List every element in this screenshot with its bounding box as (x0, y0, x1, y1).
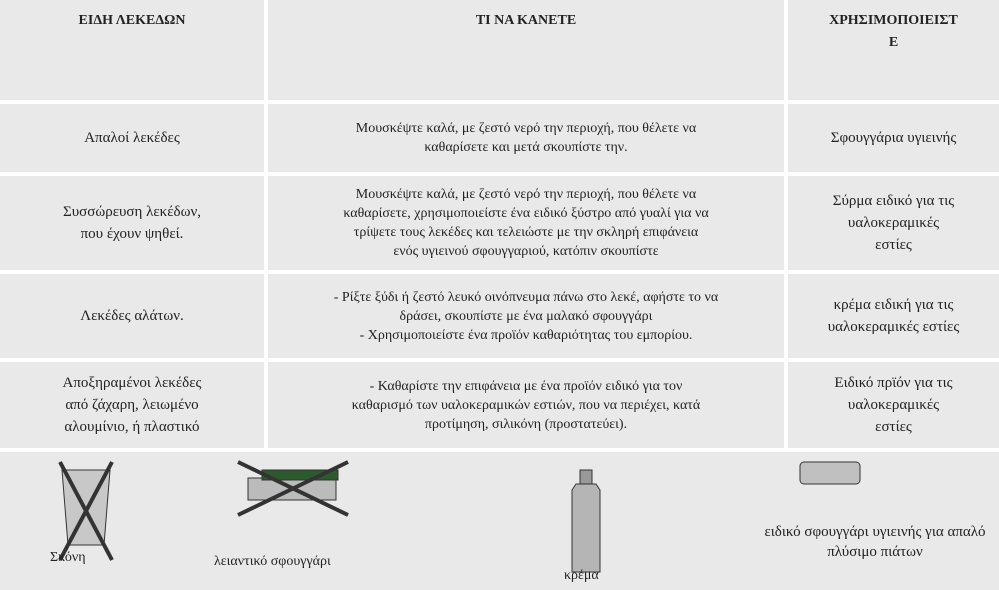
table-cell: Λεκέδες αλάτων. (0, 274, 264, 358)
table-cell: ΤΙ ΝΑ ΚΑΝΕΤΕ (268, 0, 784, 100)
table-cell: Σφουγγάρια υγιεινής (788, 104, 999, 172)
cell-line: Ε (888, 35, 899, 50)
cell-line: Συσσώρευση λεκέδων, (63, 204, 201, 220)
table-cell: Απαλοί λεκέδες (0, 104, 264, 172)
abrasive-sponge-icon (237, 460, 349, 517)
cell-line: από ζάχαρη, λειωμένο (65, 397, 199, 413)
table-cell: ΧΡΗΣΙΜΟΠΟΙΕΙΣΤ Ε (788, 0, 999, 100)
cell-line: εστίες (875, 419, 912, 435)
cell-line: Απαλοί λεκέδες (84, 130, 180, 146)
soft-sponge-icon (799, 461, 861, 485)
cell-line: Σύρμα ειδικό για τις (832, 193, 955, 209)
table-cell: Μουσκέψτε καλά, με ζεστό νερό την περιοχ… (268, 176, 784, 270)
cell-line: καθαρισμό των υαλοκεραμικών εστιών, που … (351, 397, 701, 413)
cell-line: υαλοκεραμικές (847, 397, 940, 413)
cell-line: Μουσκέψτε καλά, με ζεστό νερό την περιοχ… (355, 187, 697, 202)
cell-line: τρίψετε τους λεκέδες και τελειώστε με τη… (353, 225, 699, 240)
cream-bottle-icon (571, 469, 601, 573)
cell-line: εστίες (875, 237, 912, 253)
table-cell: Μουσκέψτε καλά, με ζεστό νερό την περιοχ… (268, 104, 784, 172)
cell-line: ΤΙ ΝΑ ΚΑΝΕΤΕ (475, 13, 577, 28)
table-cell: - Καθαρίστε την επιφάνεια με ένα προϊόν … (268, 362, 784, 448)
table-cell: Σύρμα ειδικό για τις υαλοκεραμικές εστίες (788, 176, 999, 270)
label: λειαντικό σφουγγάρι (214, 554, 331, 569)
cell-line: Λεκέδες αλάτων. (80, 308, 184, 324)
cell-line: καθαρίσετε, χρησιμοποιείστε ένα ειδικό ξ… (343, 206, 709, 221)
cell-line: κρέμα ειδική για τις (833, 297, 954, 313)
cell-line: Μουσκέψτε καλά, με ζεστό νερό την περιοχ… (355, 121, 697, 136)
table-cell: Αποξηραμένοι λεκέδες από ζάχαρη, λειωμένο… (0, 362, 264, 448)
cell-line: δράσει, σκουπίστε με ένα μαλακό σφουγγάρ… (399, 308, 653, 324)
illustration-label: ειδικό σφουγγάρι υγιεινής για απαλό πλύσι… (720, 522, 999, 562)
illustration-label: Σκόνη (50, 548, 86, 568)
cell-line: Σφουγγάρια υγιεινής (830, 130, 957, 146)
cell-line: καθαρίσετε και μετά σκουπίστε την. (424, 140, 628, 155)
cell-line: ΧΡΗΣΙΜΟΠΟΙΕΙΣΤ (829, 13, 958, 28)
table-cell: ΕΙΔΗ ΛΕΚΕΔΩΝ (0, 0, 264, 100)
label-line: πλύσιμο πιάτων (827, 544, 923, 560)
cell-line: υαλοκεραμικές (847, 215, 940, 231)
glass-icon (58, 461, 114, 561)
cell-line: που έχουν ψηθεί. (80, 226, 184, 242)
label-line: ειδικό σφουγγάρι υγιεινής για απαλό (764, 524, 986, 540)
label: κρέμα (564, 568, 599, 583)
table-cell: Ειδικό πρϊόν για τις υαλοκεραμικές εστίες (788, 362, 999, 448)
cell-line: ΕΙΔΗ ΛΕΚΕΔΩΝ (78, 13, 186, 28)
cell-line: ενός υγιεινού σφουγγαριού, κατόπιν σκουπ… (393, 244, 659, 259)
table-cell: Συσσώρευση λεκέδων, που έχουν ψηθεί. (0, 176, 264, 270)
cell-line: - Καθαρίστε την επιφάνεια με ένα προϊόν … (369, 378, 683, 394)
cell-line: Ειδικό πρϊόν για τις (834, 375, 953, 391)
cell-line: - Χρησιμοποιείστε ένα προϊόν καθαριότητα… (359, 327, 693, 343)
cell-line: προτίμηση, σιλικόνη (προστατεύει). (424, 416, 628, 432)
table-cell: κρέμα ειδική για τις υαλοκεραμικές εστίες (788, 274, 999, 358)
cell-line: - Ρίξτε ξύδι ή ζεστό λευκό οινόπνευμα πά… (333, 289, 719, 305)
table-cell: - Ρίξτε ξύδι ή ζεστό λευκό οινόπνευμα πά… (268, 274, 784, 358)
illustration-label: κρέμα (564, 566, 599, 586)
cell-line: Αποξηραμένοι λεκέδες (62, 375, 202, 391)
cell-line: αλουμίνιο, ή πλαστικό (64, 419, 200, 435)
cell-line: υαλοκεραμικές εστίες (827, 319, 960, 335)
label: Σκόνη (50, 550, 86, 565)
illustration-label: λειαντικό σφουγγάρι (214, 552, 331, 572)
